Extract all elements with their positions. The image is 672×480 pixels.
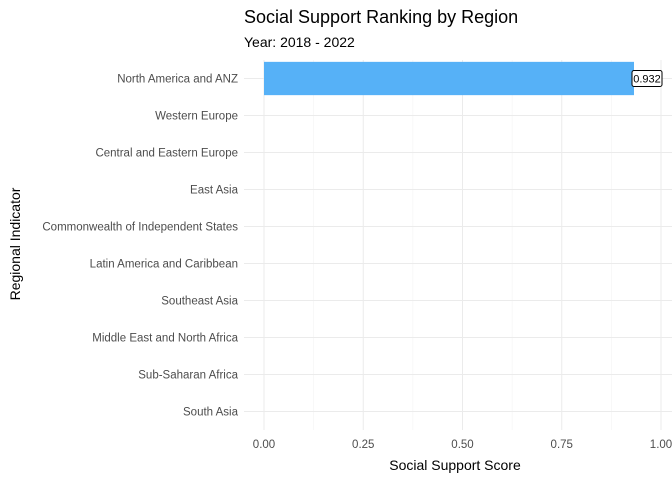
bar-series [264,61,635,96]
y-tick-label: Sub-Saharan Africa [138,370,238,382]
y-tick-label: South Asia [183,407,239,419]
y-tick-label: East Asia [190,185,239,197]
x-axis-label: Social Support Score [389,457,521,473]
x-tick-labels: 0.00 0.25 0.50 0.75 1.00 [253,439,672,451]
data-label-text: 0.932 [633,74,661,86]
x-tick-label: 0.25 [352,439,374,451]
chart-title: Social Support Ranking by Region [244,7,518,27]
x-tick-label: 0.75 [551,439,573,451]
y-tick-label: Commonwealth of Independent States [42,222,238,234]
y-tick-label: Southeast Asia [161,296,238,308]
y-tick-label: Latin America and Caribbean [90,259,238,271]
data-labels: 0.932 [631,70,663,87]
y-tick-label: North America and ANZ [117,74,238,86]
y-tick-labels: North America and ANZ Western Europe Centr… [42,74,238,419]
y-tick-label: Middle East and North Africa [92,333,238,345]
y-tick-label: Western Europe [155,111,238,123]
data-label: 0.932 [631,70,663,87]
x-tick-label: 1.00 [650,439,672,451]
bar [264,61,635,96]
y-tick-label: Central and Eastern Europe [95,148,238,160]
x-tick-label: 0.00 [253,439,275,451]
data-label-box [631,70,663,87]
y-axis-label: Regional Indicator [7,187,23,300]
x-tick-label: 0.50 [451,439,473,451]
chart-subtitle: Year: 2018 - 2022 [244,34,355,50]
grid-lines [244,60,672,430]
